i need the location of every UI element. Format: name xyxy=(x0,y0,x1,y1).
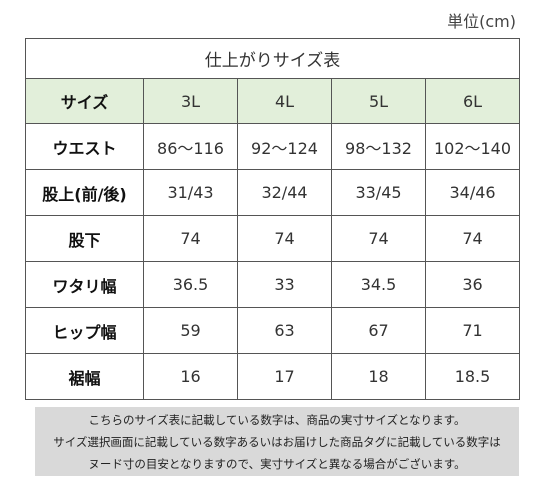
table-caption-row: 仕上がりサイズ表 xyxy=(24,38,521,79)
table-cell: 18 xyxy=(331,353,426,400)
column-header: 5L xyxy=(331,78,426,124)
table-cell: 33/45 xyxy=(331,169,426,216)
table-cell: 59 xyxy=(143,307,238,354)
table-cell: 63 xyxy=(237,307,332,354)
table-cell: 98～132 xyxy=(331,123,426,170)
table-cell: 74 xyxy=(143,215,238,262)
table-cell: 36 xyxy=(424,261,521,308)
table-cell: 102～140 xyxy=(424,123,521,170)
table-cell: 18.5 xyxy=(424,353,521,400)
row-label-rise: 股上(前/後) xyxy=(25,169,144,216)
table-row: ヒップ幅 59 63 67 71 xyxy=(25,307,521,354)
table-row: 股下 74 74 74 74 xyxy=(25,215,521,262)
table-cell: 74 xyxy=(424,215,521,262)
unit-label: 単位(cm) xyxy=(447,12,516,31)
table-row: ウエスト 86～116 92～124 98～132 102～140 xyxy=(25,123,521,170)
row-label-thigh-width: ワタリ幅 xyxy=(25,261,144,308)
table-cell: 17 xyxy=(237,353,332,400)
column-header: 6L xyxy=(424,78,521,124)
table-cell: 67 xyxy=(331,307,426,354)
column-header: 4L xyxy=(237,78,332,124)
table-cell: 36.5 xyxy=(143,261,238,308)
note-line: こちらのサイズ表に記載している数字は、商品の実寸サイズとなります。 xyxy=(88,412,466,427)
row-label-hip-width: ヒップ幅 xyxy=(25,307,144,354)
table-row: 裾幅 16 17 18 18.5 xyxy=(25,353,521,400)
table-cell: 71 xyxy=(424,307,521,354)
table-cell: 92～124 xyxy=(237,123,332,170)
table-cell: 31/43 xyxy=(143,169,238,216)
header-size-label: サイズ xyxy=(25,78,144,124)
row-label-waist: ウエスト xyxy=(25,123,144,170)
note-line: ヌード寸の目安となりますので、実寸サイズと異なる場合がございます。 xyxy=(88,456,466,471)
size-table: 仕上がりサイズ表 サイズ 3L 4L 5L 6L ウエスト 86～116 92～… xyxy=(24,38,521,400)
table-cell: 34.5 xyxy=(331,261,426,308)
table-cell: 32/44 xyxy=(237,169,332,216)
table-cell: 34/46 xyxy=(424,169,521,216)
row-label-inseam: 股下 xyxy=(25,215,144,262)
table-cell: 33 xyxy=(237,261,332,308)
table-cell: 74 xyxy=(331,215,426,262)
note-line: サイズ選択画面に記載している数字あるいはお届けした商品タグに記載している数字は xyxy=(53,434,501,449)
table-row: 股上(前/後) 31/43 32/44 33/45 34/46 xyxy=(25,169,521,216)
table-cell: 86～116 xyxy=(143,123,238,170)
table-caption: 仕上がりサイズ表 xyxy=(24,38,521,79)
row-label-hem-width: 裾幅 xyxy=(25,353,144,400)
size-note: こちらのサイズ表に記載している数字は、商品の実寸サイズとなります。 サイズ選択画… xyxy=(35,407,519,476)
table-header-row: サイズ 3L 4L 5L 6L xyxy=(25,78,521,124)
table-cell: 74 xyxy=(237,215,332,262)
table-cell: 16 xyxy=(143,353,238,400)
column-header: 3L xyxy=(143,78,238,124)
table-row: ワタリ幅 36.5 33 34.5 36 xyxy=(25,261,521,308)
